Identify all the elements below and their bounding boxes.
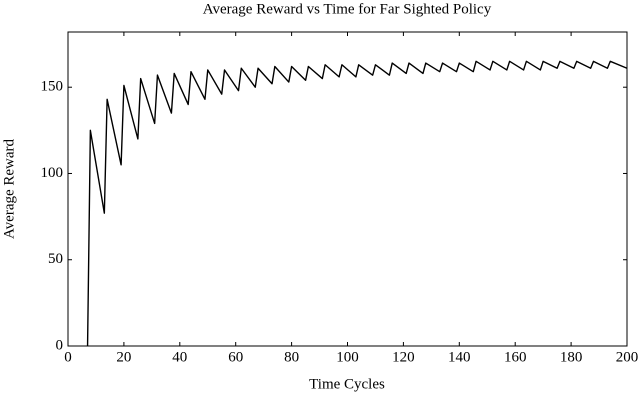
x-tick-label: 140	[448, 349, 471, 365]
x-tick-label: 0	[64, 349, 72, 365]
x-tick-label: 100	[336, 349, 359, 365]
x-tick-label: 200	[616, 349, 639, 365]
y-tick-label: 50	[48, 251, 63, 267]
line-series	[86, 60, 628, 347]
y-axis-label: Average Reward	[1, 138, 17, 239]
x-tick-label: 120	[392, 349, 415, 365]
x-tick-label: 180	[560, 349, 583, 365]
y-tick-label: 100	[41, 165, 64, 181]
plot-frame	[67, 31, 628, 347]
x-tick-label: 40	[172, 349, 187, 365]
x-tick-label: 80	[284, 349, 299, 365]
x-tick-label: 60	[228, 349, 243, 365]
y-tick-label: 150	[41, 79, 64, 95]
x-tick-label: 20	[116, 349, 131, 365]
x-tick-label: 160	[504, 349, 527, 365]
chart-title: Average Reward vs Time for Far Sighted P…	[203, 1, 492, 17]
y-tick-label: 0	[56, 337, 64, 353]
x-axis-label: Time Cycles	[309, 376, 385, 392]
